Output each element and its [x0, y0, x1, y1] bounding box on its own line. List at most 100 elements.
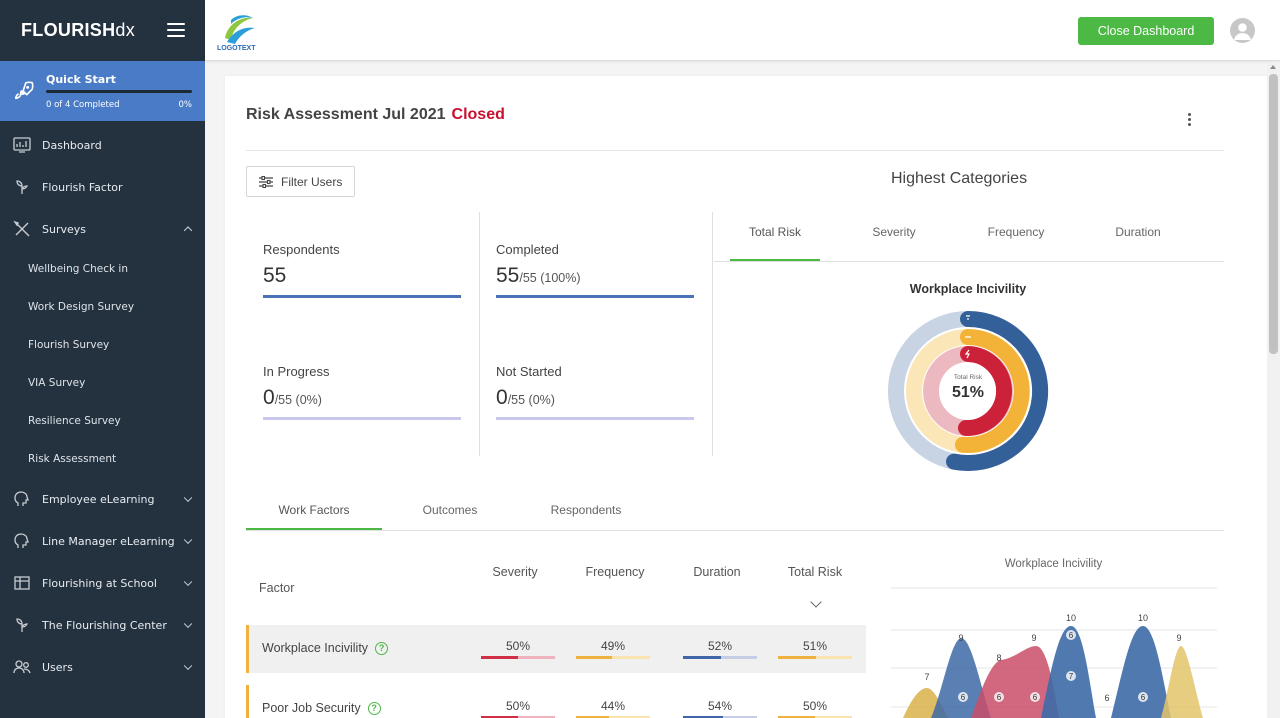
- chart-label: 6: [1033, 693, 1038, 702]
- tab-frequency[interactable]: Frequency: [987, 225, 1045, 239]
- frequency-ring-value: [955, 329, 1030, 453]
- head-icon: [14, 491, 29, 506]
- sidebar-subitem-flourish-survey[interactable]: Flourish Survey: [28, 339, 110, 351]
- quick-start-card[interactable]: Quick Start 0 of 4 Completed 0%: [0, 61, 205, 121]
- chart-mid-labels: 6 6 6 6 7 6: [961, 631, 1146, 702]
- column-header-total-risk[interactable]: Total Risk: [787, 565, 843, 579]
- column-header-duration[interactable]: Duration: [693, 565, 741, 579]
- tab-severity[interactable]: Severity: [872, 225, 916, 239]
- stat-number: 0: [496, 386, 508, 409]
- page-title: Risk Assessment Jul 2021 Closed: [246, 106, 505, 124]
- sidebar-item-flourish-factor[interactable]: Flourish Factor: [0, 166, 205, 208]
- stat-number: 0: [263, 386, 275, 409]
- page-title-text: Risk Assessment Jul 2021: [246, 106, 446, 123]
- sidebar-subitem-wellbeing[interactable]: Wellbeing Check in: [28, 263, 128, 275]
- quick-start-progress: [46, 89, 192, 93]
- tab-respondents[interactable]: Respondents: [550, 503, 622, 517]
- cell-value: 49%: [600, 639, 626, 653]
- cell-value: 50%: [505, 639, 531, 653]
- cell-value: 50%: [802, 699, 828, 713]
- chart-label: 9: [1031, 633, 1036, 643]
- column-header-frequency[interactable]: Frequency: [585, 565, 645, 579]
- help-icon[interactable]: ?: [375, 641, 389, 655]
- user-avatar[interactable]: [1230, 18, 1255, 43]
- chart-label: 6: [961, 693, 966, 702]
- factor-name: Workplace Incivility: [262, 641, 369, 655]
- sidebar-item-dashboard[interactable]: Dashboard: [0, 124, 205, 166]
- logo-text: LOGOTEXT: [217, 45, 256, 52]
- risk-donut-chart: Total Risk 51%: [888, 310, 1049, 471]
- area-chart-title: Workplace Incivility: [1004, 558, 1103, 570]
- cell-duration: 54%: [683, 699, 757, 718]
- sidebar-item-users[interactable]: Users: [0, 646, 205, 688]
- chart-label: 6: [1069, 631, 1074, 640]
- stat-suffix: /55 (0%): [274, 393, 322, 407]
- sidebar: FLOURISHdx Quick Start 0 of 4 Completed …: [0, 0, 205, 718]
- area-series-blue-3: [1111, 626, 1171, 718]
- chart-label: 6: [1104, 693, 1109, 703]
- chart-label: 7: [1069, 672, 1074, 681]
- chevron-up-icon: [183, 226, 193, 235]
- brand: FLOURISHdx: [0, 0, 205, 60]
- sidebar-subitem-risk-assessment[interactable]: Risk Assessment: [28, 453, 117, 465]
- page-scrollbar[interactable]: [1267, 62, 1280, 718]
- sidebar-item-flourishing-school[interactable]: Flourishing at School: [0, 562, 205, 604]
- users-icon: [13, 660, 31, 674]
- mini-bar: [683, 656, 757, 659]
- flower-icon: [16, 180, 29, 194]
- more-options-icon[interactable]: [1188, 113, 1192, 127]
- brand-logo[interactable]: FLOURISHdx: [21, 20, 135, 41]
- stat-bar: [496, 295, 694, 298]
- sidebar-item-label: The Flourishing Center: [42, 618, 167, 632]
- sidebar-subitem-resilience[interactable]: Resilience Survey: [28, 415, 121, 427]
- cell-severity: 50%: [481, 639, 555, 659]
- sidebar-subitem-via[interactable]: VIA Survey: [28, 377, 86, 389]
- area-chart: 7 9 8 9 10 6 10 9 6 6 6 6 7 6: [891, 587, 1217, 718]
- table-row[interactable]: Poor Job Security? 50% 44% 54% 50%: [246, 685, 866, 718]
- filter-users-button[interactable]: Filter Users: [246, 166, 355, 197]
- company-logo-icon[interactable]: [217, 8, 263, 54]
- stat-not-started: Not Started 0/55 (0%): [496, 364, 694, 420]
- help-icon[interactable]: ?: [367, 701, 381, 715]
- sidebar-nav: Dashboard Flourish Factor Surveys Wellbe…: [0, 124, 205, 688]
- rocket-icon: [14, 81, 34, 100]
- sidebar-item-label: Users: [42, 660, 73, 674]
- row-factor: Poor Job Security?: [262, 701, 381, 715]
- area-series-yellow: [1161, 646, 1203, 718]
- sidebar-item-surveys[interactable]: Surveys: [0, 208, 205, 250]
- tab-total-risk[interactable]: Total Risk: [748, 225, 801, 239]
- tabs-divider: [246, 530, 1224, 531]
- sidebar-item-label: Dashboard: [42, 138, 102, 152]
- sidebar-item-label: Line Manager eLearning: [42, 534, 175, 548]
- chart-label: 10: [1066, 613, 1076, 623]
- scrollbar-thumb[interactable]: [1269, 74, 1278, 354]
- tab-outcomes[interactable]: Outcomes: [422, 503, 478, 517]
- donut-center: [940, 363, 996, 419]
- divider: [479, 212, 480, 456]
- close-dashboard-button[interactable]: Close Dashboard: [1078, 17, 1214, 45]
- active-tab-indicator: [246, 528, 382, 530]
- column-header-severity[interactable]: Severity: [492, 565, 538, 579]
- cell-severity: 50%: [481, 699, 555, 718]
- cell-duration: 52%: [683, 639, 757, 659]
- hamburger-menu-icon[interactable]: [167, 23, 185, 38]
- stat-bar: [496, 417, 694, 420]
- tab-work-factors[interactable]: Work Factors: [278, 503, 350, 517]
- stat-number: 55: [496, 264, 520, 287]
- flower-icon: [16, 618, 29, 632]
- tab-duration[interactable]: Duration: [1115, 225, 1161, 239]
- chevron-down-icon: [183, 535, 193, 545]
- cell-value: 50%: [505, 699, 531, 713]
- sidebar-item-employee-elearning[interactable]: Employee eLearning: [0, 478, 205, 520]
- mini-bar: [683, 716, 757, 718]
- stat-respondents: Respondents 55: [263, 242, 461, 298]
- chevron-down-icon: [183, 661, 193, 671]
- sidebar-item-flourishing-center[interactable]: The Flourishing Center: [0, 604, 205, 646]
- sidebar-item-line-manager-elearning[interactable]: Line Manager eLearning: [0, 520, 205, 562]
- table-row[interactable]: Workplace Incivility? 50% 49% 52% 51%: [246, 625, 866, 673]
- column-header-factor: Factor: [259, 581, 295, 595]
- stat-bar: [263, 295, 461, 298]
- sidebar-subitem-work-design[interactable]: Work Design Survey: [28, 301, 135, 313]
- stat-completed: Completed 55/55 (100%): [496, 242, 694, 298]
- scroll-up-icon[interactable]: [1270, 65, 1276, 69]
